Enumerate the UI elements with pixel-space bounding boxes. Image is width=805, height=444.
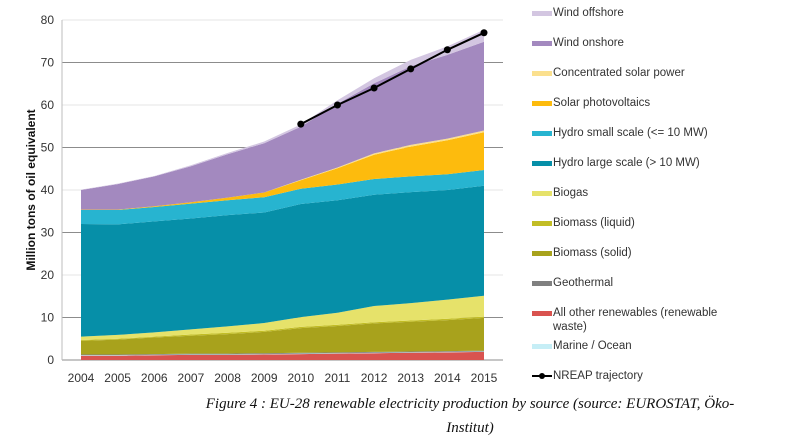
legend-label: Biomass (liquid): [553, 217, 635, 229]
area-all-other-renewables-renewable-waste: [81, 351, 484, 360]
stacked-areas: [81, 29, 484, 360]
x-tick-label: 2015: [471, 371, 498, 385]
x-tick-label: 2008: [214, 371, 241, 385]
nreap-trajectory-line: [297, 29, 488, 128]
axes: 0 10 20 30 40 50 60 70 80 2004 2005 2006 2007 2008 200…: [41, 13, 498, 385]
x-tick-label: 2014: [434, 371, 461, 385]
legend-item: Geothermal: [532, 276, 733, 290]
legend-item: Wind onshore: [532, 36, 733, 50]
legend-item-nreap: NREAP trajectory: [532, 369, 733, 383]
area-biogas: [81, 295, 484, 340]
y-tick-label: 70: [41, 56, 55, 70]
legend-item: Hydro small scale (<= 10 MW): [532, 126, 733, 140]
x-tick-label: 2009: [251, 371, 278, 385]
y-tick-label: 30: [41, 226, 55, 240]
legend-label: Wind offshore: [553, 7, 624, 19]
legend-swatch: [532, 11, 552, 16]
x-tick-label: 2011: [325, 371, 351, 385]
legend-item: Concentrated solar power: [532, 66, 733, 80]
legend-label: Hydro large scale (> 10 MW): [553, 157, 700, 169]
line-marker-icon: [532, 369, 552, 383]
area-solar-photovoltaics: [81, 132, 484, 210]
y-axis-title: Million tons of oil equivalent: [24, 109, 38, 270]
x-tick-label: 2005: [104, 371, 131, 385]
figure-caption: Figure 4 : EU-28 renewable electricity p…: [150, 392, 790, 440]
legend-swatch: [532, 161, 552, 166]
legend-swatch: [532, 281, 552, 286]
legend-item: Marine / Ocean: [532, 339, 733, 353]
y-tick-label: 60: [41, 98, 55, 112]
nreap-point: [407, 65, 415, 73]
legend-swatch: [532, 101, 552, 106]
caption-line-1: Figure 4 : EU-28 renewable electricity p…: [205, 396, 735, 412]
legend-swatch: [532, 41, 552, 46]
legend-item: Biogas: [532, 186, 733, 200]
area-geothermal: [81, 350, 484, 356]
legend-label: Solar photovoltaics: [553, 97, 651, 109]
legend-item: Solar photovoltaics: [532, 96, 733, 110]
y-tick-label: 40: [41, 183, 55, 197]
legend-swatch: [532, 344, 552, 349]
legend-label: All other renewables (renewable waste): [553, 307, 718, 333]
y-tick-label: 0: [47, 353, 54, 367]
nreap-point: [297, 120, 305, 128]
y-tick-label: 10: [41, 311, 55, 325]
legend-item: Wind offshore: [532, 6, 733, 20]
area-biomass-liquid: [81, 316, 484, 341]
legend-swatch: [532, 311, 552, 316]
legend-label: Biomass (solid): [553, 247, 632, 259]
nreap-point: [333, 101, 341, 109]
caption-line-2: Institut): [446, 420, 494, 436]
y-tick-label: 50: [41, 141, 55, 155]
legend-swatch: [532, 131, 552, 136]
legend-label: Marine / Ocean: [553, 340, 632, 352]
x-tick-label: 2006: [141, 371, 168, 385]
legend-swatch: [532, 251, 552, 256]
legend-item: Hydro large scale (> 10 MW): [532, 156, 733, 170]
legend-label: Concentrated solar power: [553, 67, 685, 79]
y-tick-label: 80: [41, 13, 55, 27]
legend-item: Biomass (liquid): [532, 216, 733, 230]
legend-label: Wind onshore: [553, 37, 624, 49]
legend-swatch: [532, 221, 552, 226]
legend-swatch: [532, 191, 552, 196]
x-tick-label: 2007: [178, 371, 205, 385]
legend-label: Geothermal: [553, 277, 614, 289]
legend-label: Biogas: [553, 187, 589, 199]
legend-label: NREAP trajectory: [553, 370, 643, 382]
area-hydro-large-scale-10-mw: [81, 185, 484, 337]
legend-swatch: [532, 71, 552, 76]
legend-item: Biomass (solid): [532, 246, 733, 260]
nreap-point: [370, 84, 378, 92]
x-tick-label: 2013: [397, 371, 424, 385]
area-hydro-small-scale-10-mw: [81, 170, 484, 225]
nreap-line-path: [300, 31, 485, 125]
y-tick-label: 20: [41, 268, 55, 282]
legend-label: Hydro small scale (<= 10 MW): [553, 127, 708, 139]
x-tick-label: 2012: [361, 371, 388, 385]
nreap-point: [480, 29, 488, 37]
legend-item: All other renewables (renewable waste): [532, 306, 733, 334]
x-tick-label: 2010: [287, 371, 314, 385]
area-biomass-solid: [81, 317, 484, 355]
x-tick-label: 2004: [68, 371, 95, 385]
nreap-point: [443, 46, 451, 54]
area-marine-ocean: [81, 351, 484, 356]
